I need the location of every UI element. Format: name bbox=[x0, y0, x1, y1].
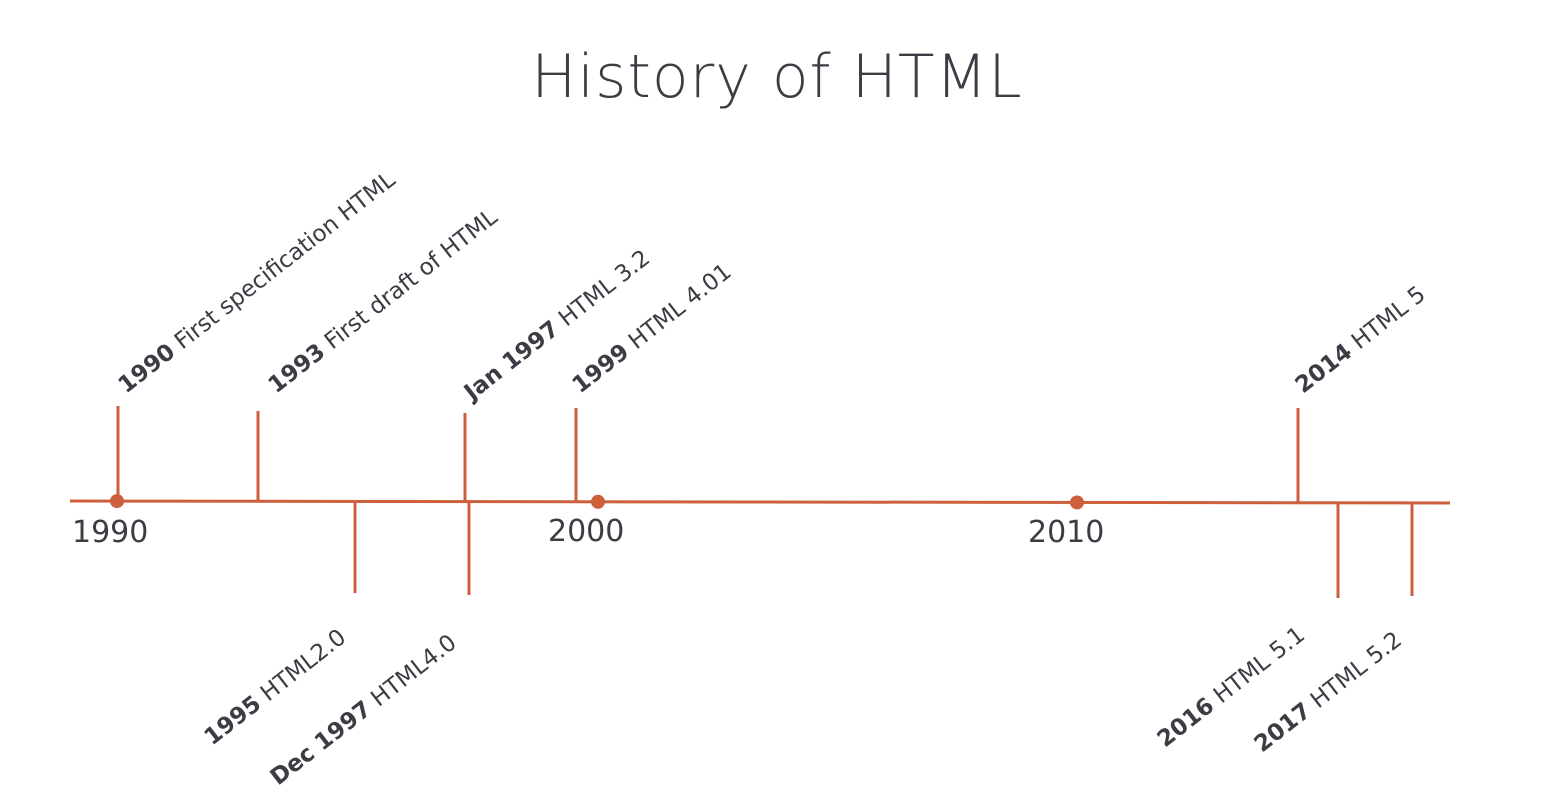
timeline-axis bbox=[69, 499, 1451, 505]
event-text: HTML 5 bbox=[1341, 281, 1431, 359]
event-year: Jan 1997 bbox=[458, 316, 564, 407]
page-title: History of HTML bbox=[531, 42, 1023, 112]
event-label-dec-1997: Dec 1997 HTML4.0 bbox=[266, 630, 462, 791]
event-year: Dec 1997 bbox=[266, 696, 377, 791]
year-label-2010: 2010 bbox=[1028, 515, 1104, 550]
event-label-jan-1997: Jan 1997 HTML 3.2 bbox=[458, 245, 655, 407]
event-label-2014: 2014 HTML 5 bbox=[1291, 281, 1431, 398]
year-dot-2000 bbox=[591, 494, 605, 509]
year-dot-2010 bbox=[1070, 495, 1084, 510]
event-label-1990: 1990 First specification HTML bbox=[114, 167, 401, 399]
year-label-1990: 1990 bbox=[72, 515, 148, 550]
event-text: HTML 5.2 bbox=[1300, 627, 1407, 718]
year-label-2000: 2000 bbox=[548, 514, 624, 549]
event-text: HTML 5.1 bbox=[1203, 622, 1310, 713]
event-text: HTML4.0 bbox=[361, 630, 462, 717]
event-text: HTML2.0 bbox=[250, 624, 351, 711]
